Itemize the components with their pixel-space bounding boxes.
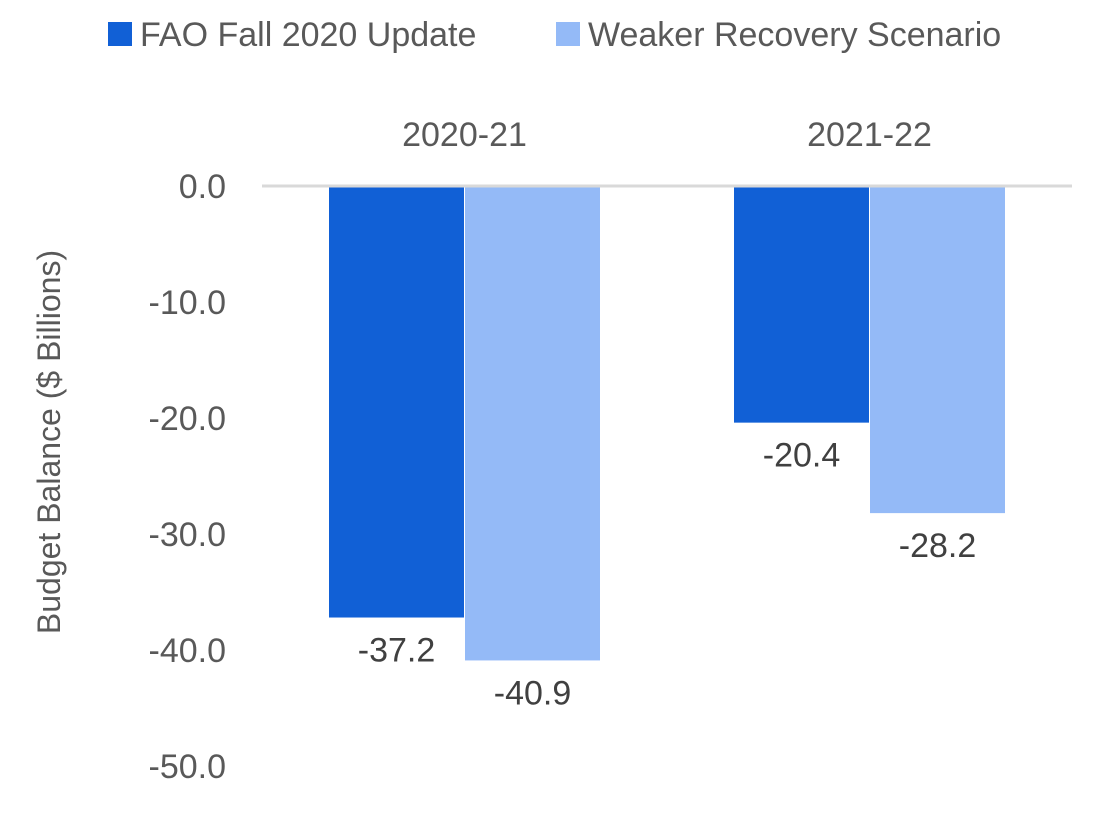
legend-label: FAO Fall 2020 Update (140, 16, 476, 54)
data-label: -40.9 (494, 674, 572, 712)
y-tick-label: 0.0 (179, 168, 226, 206)
data-label: -37.2 (358, 632, 436, 670)
bar (734, 186, 869, 423)
legend: FAO Fall 2020 Update Weaker Recovery Scen… (108, 16, 1001, 54)
y-tick-label: -10.0 (149, 284, 227, 322)
category-labels: 2020-21 2021-22 (402, 116, 932, 154)
data-label: -20.4 (763, 437, 841, 475)
bar (329, 186, 464, 618)
y-tick-label: -40.0 (149, 632, 227, 670)
legend-swatch (556, 22, 580, 46)
y-tick-label: -30.0 (149, 516, 227, 554)
bars (329, 186, 1005, 661)
data-labels: -37.2 -20.4 -40.9 -28.2 (358, 437, 977, 713)
bar (870, 186, 1005, 514)
y-tick-label: -20.0 (149, 400, 227, 438)
bar (465, 186, 600, 661)
y-axis-tick-labels: 0.0 -10.0 -20.0 -30.0 -40.0 -50.0 (149, 168, 227, 786)
legend-swatch (108, 22, 132, 46)
category-label: 2021-22 (807, 116, 932, 154)
y-axis-title: Budget Balance ($ Billions) (31, 250, 67, 634)
category-label: 2020-21 (402, 116, 527, 154)
data-label: -28.2 (899, 527, 977, 565)
y-tick-label: -50.0 (149, 748, 227, 786)
legend-label: Weaker Recovery Scenario (588, 16, 1001, 54)
